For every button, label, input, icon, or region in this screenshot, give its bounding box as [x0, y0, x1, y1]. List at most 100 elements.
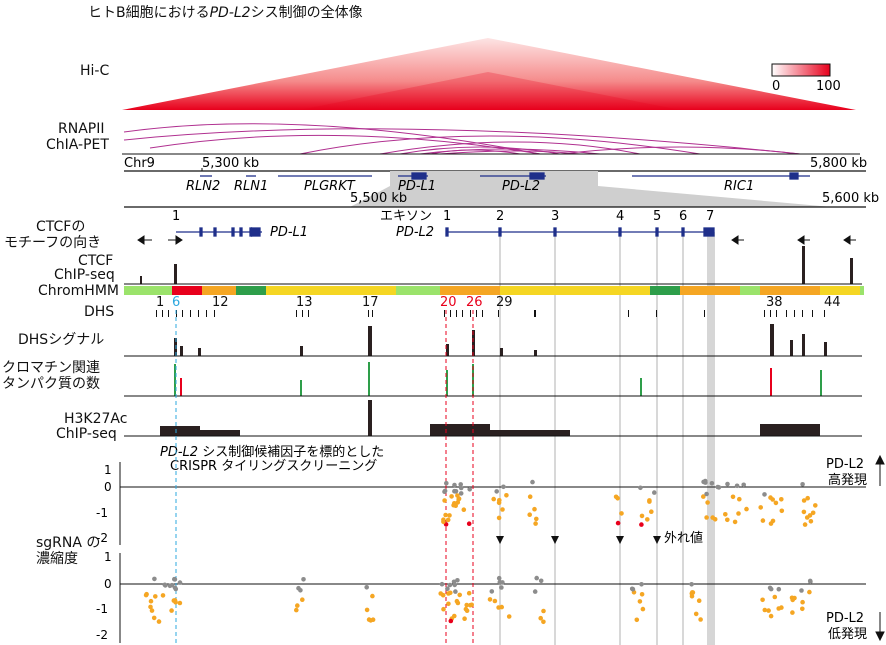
sgrna-dot — [172, 577, 178, 582]
sgrna-dot — [770, 497, 775, 502]
sgrna-dot — [489, 589, 495, 594]
sgrna-dot — [613, 494, 619, 500]
ctcf-chip-track — [140, 246, 853, 284]
sgrna-dot — [445, 586, 450, 591]
ctcf-motif-arrows — [137, 235, 856, 245]
sgrna-dot — [364, 607, 370, 613]
sgrna-dot — [758, 505, 763, 510]
sgrna-dot — [527, 494, 533, 500]
sgrna-dot — [801, 498, 807, 503]
sgrna-dot — [647, 499, 652, 504]
sgrna-dot — [448, 618, 454, 624]
sgrna-dot — [690, 590, 695, 595]
sgrna-dot — [448, 590, 453, 596]
sgrna-dot — [156, 619, 162, 624]
sgrna-label-1: sgRNA の — [36, 535, 101, 551]
gene-plgrkt: PLGRKT — [304, 179, 356, 194]
axis-bot-1: 1 — [104, 550, 112, 564]
sgrna-dot — [538, 615, 543, 621]
sgrna-dot — [725, 481, 730, 487]
sgrna-dot — [364, 585, 370, 590]
dhs-label-17: 17 — [362, 295, 379, 310]
sgrna-dot — [487, 597, 493, 602]
outlier-label: 外れ値 — [664, 530, 703, 546]
dhs-signal-label: DHSシグナル — [18, 332, 105, 348]
sgrna-dot — [779, 508, 785, 514]
sgrna-dot — [462, 616, 467, 621]
pdl1-gene-model — [176, 226, 262, 238]
sgrna-dot — [153, 594, 158, 599]
sgrna-dot — [813, 503, 818, 508]
crispr-right-labels: PD-L2 高発現 PD-L2 低発現 外れ値 — [664, 457, 867, 642]
h3k27ac-label-2: ChIP-seq — [56, 426, 117, 442]
sgrna-dot — [438, 591, 444, 596]
figure-title: ヒトB細胞におけるPD-L2シス制御の全体像 — [88, 5, 363, 21]
sgrna-dot — [638, 485, 643, 491]
sgrna-dot — [767, 585, 773, 591]
zoom-pdl1-label: PD-L1 — [270, 225, 308, 240]
sgrna-dot — [457, 592, 463, 598]
sgrna-dot — [639, 513, 645, 519]
sgrna-dot — [444, 480, 449, 486]
crispr-subtitle: CRISPR タイリングスクリーニング — [170, 459, 377, 474]
sgrna-dot — [639, 582, 644, 587]
sgrna-dot — [453, 589, 458, 594]
sgrna-dot — [449, 494, 454, 499]
sgrna-dot — [456, 496, 462, 502]
sgrna-dot — [294, 607, 299, 613]
sgrna-dot — [645, 517, 650, 522]
sgrna-dot — [725, 517, 730, 523]
sgrna-dot — [808, 579, 813, 584]
sgrna-dot — [779, 497, 784, 502]
sgrna-dot — [723, 512, 728, 517]
sgrna-dot — [703, 478, 708, 484]
chrom-label: Chr9 — [124, 156, 155, 171]
sgrna-dot — [466, 590, 472, 596]
sgrna-dot — [630, 587, 636, 592]
chromatin-label-2: タンパク質の数 — [2, 376, 100, 392]
sgrna-dot — [455, 578, 460, 583]
crispr-title-gene: PD-L2 — [160, 445, 198, 460]
sgrna-dot — [810, 510, 816, 516]
sgrna-dot — [496, 575, 502, 581]
sgrna-label-2: 濃縮度 — [36, 551, 78, 567]
rnapii-label-1: RNAPII — [58, 121, 105, 137]
sgrna-dot — [790, 610, 795, 615]
sgrna-dot — [447, 582, 453, 588]
sgrna-dot — [300, 597, 305, 602]
sgrna-dot — [730, 494, 736, 500]
sgrna-dot — [464, 608, 470, 613]
outlier-markers — [496, 536, 661, 544]
sgrna-dot — [760, 518, 766, 523]
sgrna-dot — [152, 576, 157, 582]
ctcf-motif-label-1: CTCFの — [36, 219, 86, 235]
sgrna-dot — [452, 482, 457, 488]
sgrna-dot — [169, 582, 175, 588]
sgrna-dot — [445, 517, 451, 523]
sgrna-dot — [541, 608, 546, 614]
exon-label: エキソン — [380, 209, 432, 224]
dhs-label-26: 26 — [466, 295, 483, 310]
sgrna-dot — [805, 495, 810, 501]
sgrna-dot — [715, 484, 721, 490]
sgrna-dot — [534, 575, 539, 581]
zoom-region — [350, 171, 832, 207]
sgrna-dot — [741, 482, 746, 488]
sgrna-dot — [801, 509, 807, 515]
gene-ric1: RIC1 — [724, 179, 754, 194]
zoom-coord-right: 5,600 kb — [822, 191, 879, 206]
dhs-label: DHS — [84, 304, 115, 320]
sgrna-dot — [732, 519, 738, 525]
sgrna-dot — [464, 602, 470, 608]
sgrna-dot — [496, 515, 502, 521]
exon-number-1: 1 — [443, 209, 451, 224]
hic-triangle — [122, 38, 856, 110]
sgrna-dot — [773, 500, 779, 506]
ctcf-chip-label-1: CTCF — [78, 253, 114, 269]
sgrna-dot — [499, 585, 504, 590]
gene-rln2: RLN2 — [186, 179, 220, 194]
hic-colorbar-min: 0 — [772, 79, 780, 94]
sgrna-dot — [151, 615, 157, 621]
sgrna-dot — [148, 598, 154, 604]
